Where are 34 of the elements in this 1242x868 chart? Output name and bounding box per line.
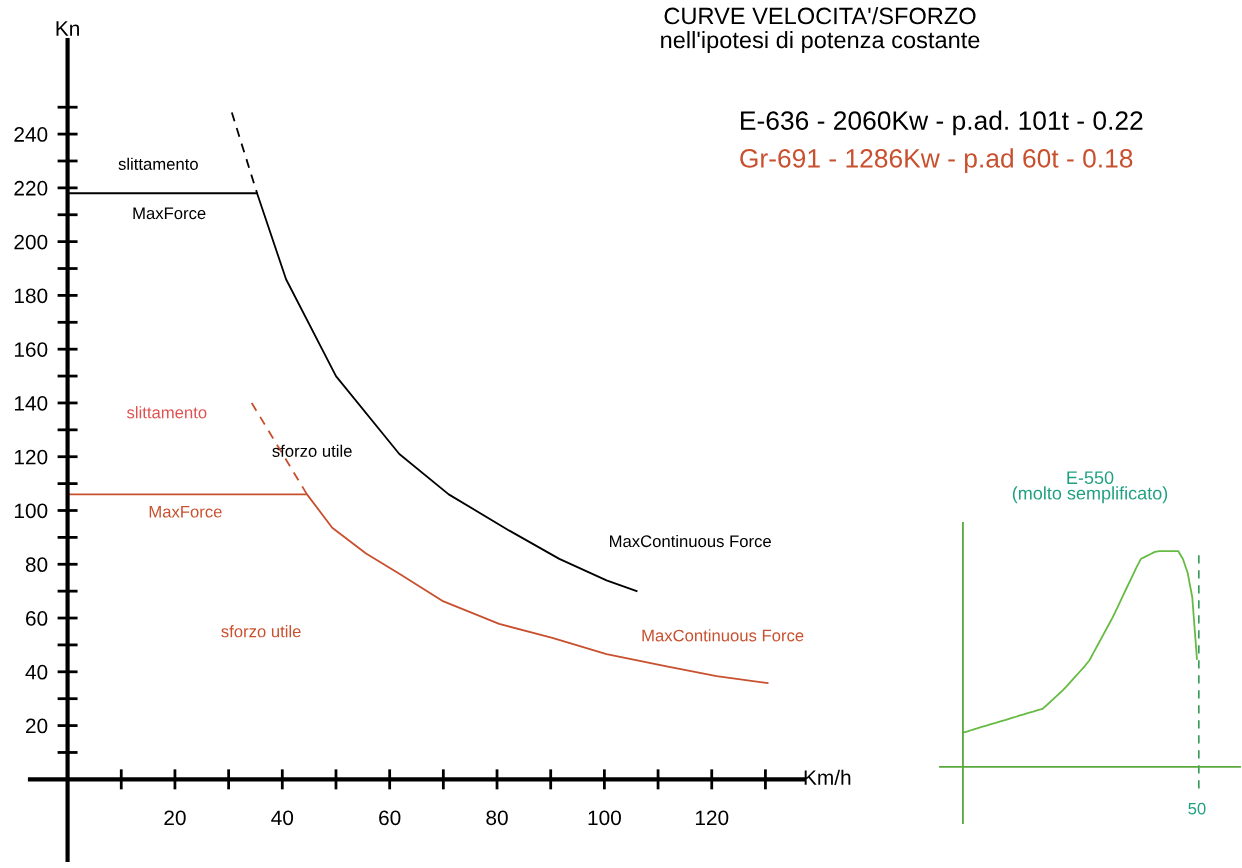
annotation: slittamento (126, 406, 207, 419)
text: Gr-691 - 1286Kw - p.ad 60t - 0.18 (740, 148, 1133, 173)
x-axis-title: Km/h (804, 769, 851, 785)
y-tick-label: 60 (26, 611, 48, 626)
y-tick-label: 20 (26, 718, 48, 734)
x-tick-label: 80 (486, 810, 508, 826)
annotation: MaxContinuous Force (642, 629, 804, 642)
y-tick-label: 180 (14, 288, 48, 304)
chart-title: E-550 (molto semplificato) (1012, 471, 1168, 504)
annotation: slittamento (118, 157, 198, 170)
x-tick-label: 120 (695, 810, 729, 826)
y-tick-label: 40 (25, 664, 48, 680)
chart-subtitle: nell'ipotesi di potenza costante (661, 31, 980, 53)
annotation: MaxContinuous Force (610, 534, 771, 548)
annotation: sforzo utile (221, 625, 301, 638)
x-tick-label: 100 (588, 810, 621, 826)
annotation: sforzo utile (272, 444, 352, 457)
y-tick-label: 100 (14, 503, 48, 519)
x-tick-label: 20 (164, 810, 186, 826)
y-tick-label: 120 (14, 449, 48, 465)
y-tick-label: 80 (25, 557, 48, 573)
chart-title: CURVE VELOCITA'/SFORZO (664, 7, 976, 25)
y-tick-label: 160 (14, 342, 48, 357)
annotation: MaxForce (133, 207, 206, 220)
y-axis-title: Kn (56, 21, 79, 36)
y-tick-label: 240 (14, 127, 48, 142)
x-tick-label: 40 (271, 810, 294, 826)
text: 50 (1188, 802, 1206, 815)
y-tick-label: 140 (14, 395, 48, 411)
annotation: MaxForce (149, 505, 222, 518)
y-tick-label: 200 (14, 234, 48, 250)
y-tick-label: 220 (14, 180, 48, 196)
x-tick-label: 60 (379, 810, 401, 826)
text: E-636 - 2060Kw - p.ad. 101t - 0.22 (741, 110, 1143, 136)
